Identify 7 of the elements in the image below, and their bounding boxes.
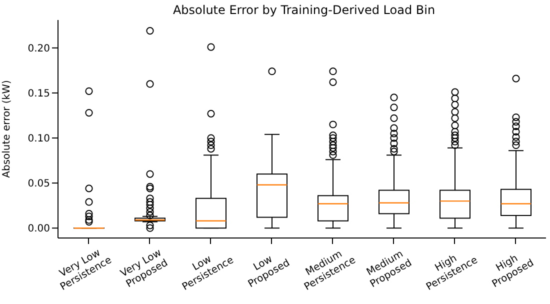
y-tick-label: 0.15 bbox=[28, 88, 50, 100]
y-tick-label: 0.20 bbox=[28, 43, 50, 54]
y-axis-title: Absolute error (kW) bbox=[2, 80, 13, 178]
y-tick-label: 0.10 bbox=[28, 134, 50, 145]
y-tick-label: 0.00 bbox=[28, 224, 50, 235]
y-tick-label: 0.05 bbox=[28, 178, 50, 190]
chart-title: Absolute Error by Training-Derived Load Bin bbox=[172, 3, 436, 17]
